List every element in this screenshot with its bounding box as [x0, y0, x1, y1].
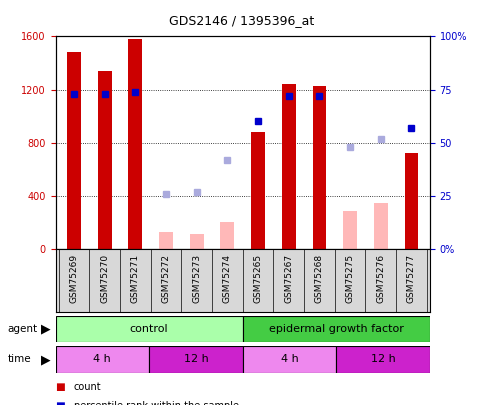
Text: GDS2146 / 1395396_at: GDS2146 / 1395396_at	[169, 14, 314, 27]
Text: GSM75276: GSM75276	[376, 254, 385, 303]
Text: GSM75269: GSM75269	[70, 254, 78, 303]
Text: GSM75271: GSM75271	[131, 254, 140, 303]
Text: ▶: ▶	[41, 322, 51, 336]
Bar	[251, 132, 265, 249]
Bar	[374, 202, 388, 249]
Bar	[159, 232, 173, 249]
Bar	[220, 222, 234, 249]
Text: GSM75268: GSM75268	[315, 254, 324, 303]
Bar	[56, 346, 149, 373]
Text: 4 h: 4 h	[94, 354, 111, 364]
Text: count: count	[74, 382, 101, 392]
Text: GSM75272: GSM75272	[161, 254, 170, 303]
Text: agent: agent	[7, 324, 37, 334]
Bar	[242, 316, 430, 342]
Text: epidermal growth factor: epidermal growth factor	[269, 324, 404, 334]
Text: time: time	[7, 354, 31, 364]
Text: 12 h: 12 h	[371, 354, 396, 364]
Bar	[336, 346, 430, 373]
Bar	[56, 316, 242, 342]
Bar	[242, 346, 336, 373]
Text: GSM75270: GSM75270	[100, 254, 109, 303]
Bar	[282, 84, 296, 249]
Bar	[313, 85, 327, 249]
Text: GSM75275: GSM75275	[346, 254, 355, 303]
Text: 12 h: 12 h	[184, 354, 208, 364]
Bar	[190, 234, 204, 249]
Bar	[149, 346, 242, 373]
Bar	[343, 211, 357, 249]
Text: GSM75265: GSM75265	[254, 254, 263, 303]
Text: GSM75267: GSM75267	[284, 254, 293, 303]
Text: control: control	[130, 324, 169, 334]
Bar	[98, 71, 112, 249]
Text: 4 h: 4 h	[281, 354, 298, 364]
Text: percentile rank within the sample: percentile rank within the sample	[74, 401, 239, 405]
Bar	[405, 153, 418, 249]
Text: ■: ■	[56, 382, 65, 392]
Bar	[128, 39, 142, 249]
Bar	[67, 52, 81, 249]
Text: GSM75274: GSM75274	[223, 254, 232, 303]
Text: ▶: ▶	[41, 353, 51, 366]
Text: GSM75277: GSM75277	[407, 254, 416, 303]
Text: GSM75273: GSM75273	[192, 254, 201, 303]
Text: ■: ■	[56, 401, 65, 405]
